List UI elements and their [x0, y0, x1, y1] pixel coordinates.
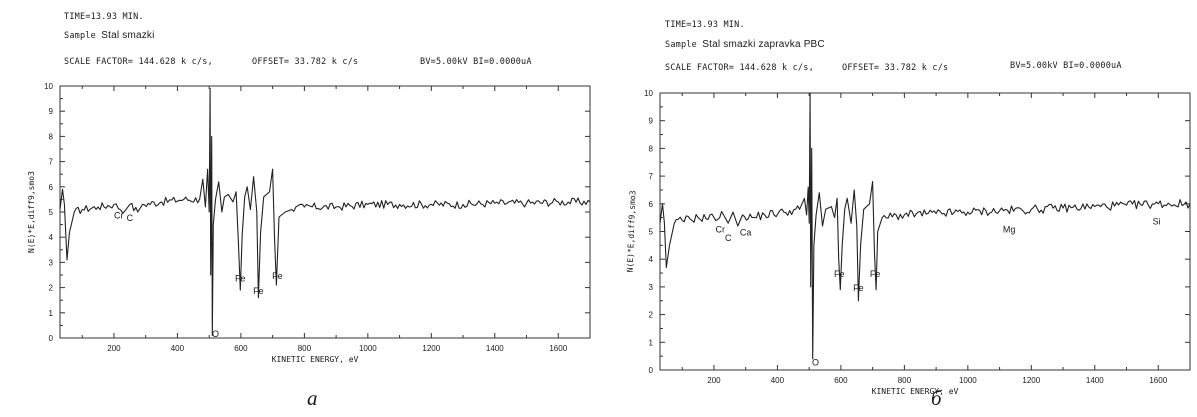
y-tick-label: 8 — [649, 144, 654, 153]
peak-label-fe: Fe — [235, 274, 246, 284]
y-tick-label: 9 — [649, 117, 654, 126]
x-tick-label: 1200 — [422, 344, 440, 353]
sample-name: Stal smazki zapravka PBC — [702, 39, 825, 50]
x-tick-label: 1400 — [1086, 376, 1104, 385]
y-tick-label: 1 — [649, 338, 654, 347]
x-tick-label: 200 — [107, 344, 121, 353]
x-tick-label: 1000 — [959, 376, 977, 385]
peak-label-fe: Fe — [834, 269, 845, 279]
beam-label: BV=5.00kV BI=0.0000uA — [1010, 61, 1122, 71]
spectrum-panel-a: TIME=13.93 MIN. Sample Stal smazki SCALE… — [0, 0, 598, 417]
x-tick-label: 1600 — [549, 344, 567, 353]
peak-label-fe: Fe — [870, 269, 881, 279]
y-tick-label: 3 — [49, 258, 54, 267]
x-tick-label: 600 — [234, 344, 248, 353]
x-tick-label: 400 — [771, 376, 785, 385]
y-tick-label: 1 — [49, 309, 54, 318]
x-tick-label: 600 — [834, 376, 848, 385]
y-tick-label: 0 — [649, 366, 654, 375]
peak-label-fe: Fe — [853, 283, 864, 293]
y-tick-label: 6 — [49, 183, 54, 192]
x-tick-label: 1000 — [359, 344, 377, 353]
y-tick-label: 4 — [649, 255, 654, 264]
spectrum-panel-b: TIME=13.93 MIN. Sample Stal smazki zapra… — [610, 0, 1197, 417]
peak-label-ca: Ca — [740, 228, 752, 238]
y-tick-label: 7 — [49, 158, 54, 167]
scale-factor-label: SCALE FACTOR= 144.628 k c/s, — [665, 63, 814, 73]
sample-label: Sample — [64, 31, 96, 41]
x-tick-label: 800 — [898, 376, 912, 385]
peak-label-cr: Cr — [114, 211, 124, 221]
panel-caption: б — [931, 386, 942, 410]
white-patch — [908, 313, 928, 326]
y-tick-label: 4 — [49, 233, 54, 242]
beam-label: BV=5.00kV BI=0.0000uA — [420, 57, 532, 67]
y-tick-label: 10 — [44, 82, 53, 91]
white-patch — [1005, 303, 1021, 317]
y-tick-label: 2 — [49, 284, 54, 293]
panel-caption: a — [307, 386, 318, 410]
y-tick-label: 6 — [649, 200, 654, 209]
peak-label-c: C — [725, 233, 732, 243]
sample-name: Stal smazki — [101, 30, 155, 41]
x-tick-label: 200 — [707, 376, 721, 385]
time-label: TIME=13.93 MIN. — [665, 20, 745, 30]
y-tick-label: 10 — [644, 89, 653, 98]
peak-label-o: O — [212, 329, 219, 339]
x-tick-label: 800 — [298, 344, 312, 353]
peak-label-fe: Fe — [253, 286, 264, 296]
offset-label: OFFSET= 33.782 k c/s — [842, 63, 949, 73]
peak-label-cr: Cr — [716, 225, 726, 235]
y-axis-label: N(E)*E,diff9,smo3 — [626, 190, 638, 272]
y-tick-label: 8 — [49, 132, 54, 141]
scale-factor-label: SCALE FACTOR= 144.628 k c/s, — [64, 57, 213, 67]
time-label: TIME=13.93 MIN. — [64, 12, 144, 22]
y-tick-label: 2 — [649, 311, 654, 320]
x-tick-label: 1200 — [1022, 376, 1040, 385]
plot-frame — [59, 85, 591, 339]
y-tick-label: 3 — [649, 283, 654, 292]
spectrum-line — [59, 87, 591, 337]
peak-label-fe: Fe — [272, 271, 283, 281]
y-tick-label: 0 — [49, 334, 54, 343]
sample-line: Sample Stal smazki — [64, 30, 155, 41]
y-tick-label: 9 — [49, 107, 54, 116]
offset-label: OFFSET= 33.782 k c/s — [252, 57, 359, 67]
peak-label-c: C — [127, 213, 134, 223]
spectrum-plot-b: 0 1 2 3 4 5 6 7 8 9 10 200 400 600 800 1000 1200 1400 1600… — [626, 89, 1191, 396]
x-tick-label: 400 — [171, 344, 185, 353]
peak-label-o: O — [812, 358, 819, 368]
x-axis-label: KINETIC ENERGY, eV — [272, 355, 359, 364]
y-tick-label: 7 — [649, 172, 654, 181]
peak-label-mg: Mg — [1003, 225, 1016, 235]
peak-label-si: Si — [1153, 216, 1161, 226]
sample-line: Sample Stal smazki zapravka PBC — [665, 39, 825, 50]
spectrum-plot-a: 0 1 2 3 4 5 6 7 8 9 10 200 400 600 800 1000 1200 1400 1600… — [27, 82, 591, 364]
y-tick-label: 5 — [649, 228, 654, 237]
y-tick-label: 5 — [49, 208, 54, 217]
sample-label: Sample — [665, 40, 697, 50]
spectrum-line — [659, 92, 1191, 360]
y-axis-label: N(E)*E,diff9,smo3 — [27, 171, 36, 253]
x-axis-label: KINETIC ENERGY, eV — [872, 387, 959, 396]
x-tick-label: 1400 — [486, 344, 504, 353]
x-tick-label: 1600 — [1149, 376, 1167, 385]
